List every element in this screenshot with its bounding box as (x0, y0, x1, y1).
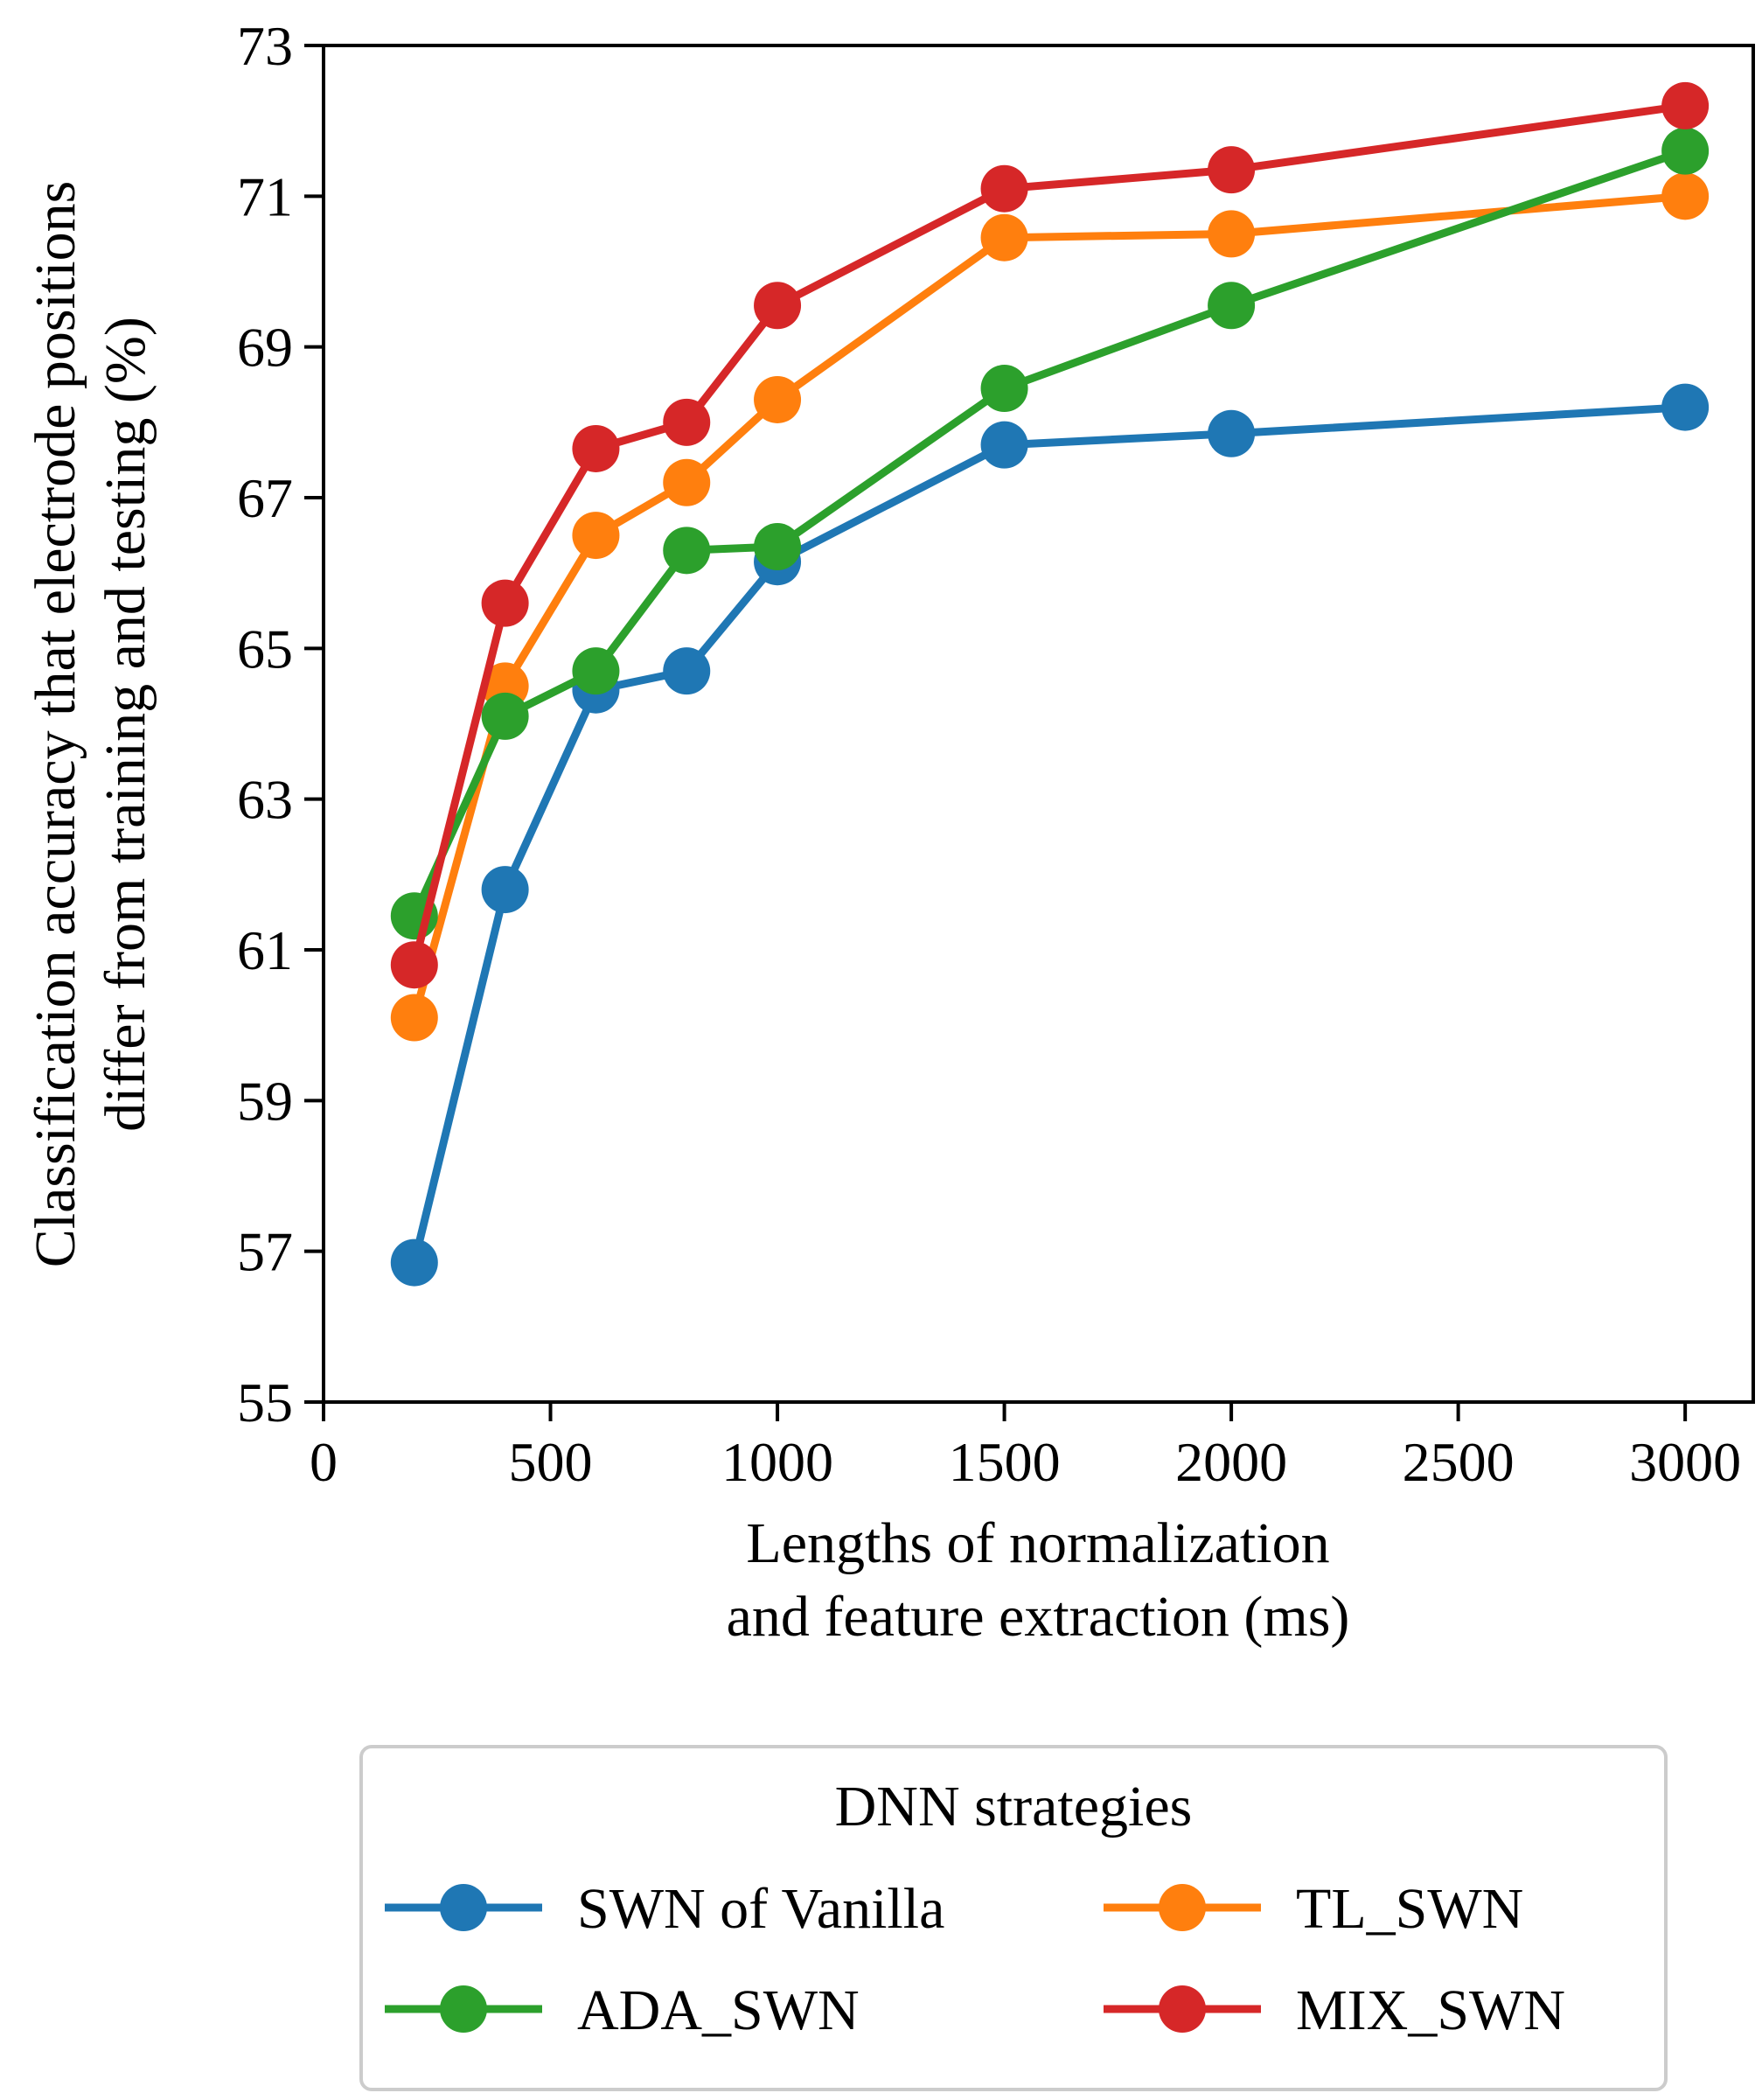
data-point-ada-swn (481, 692, 529, 740)
legend-entries: SWN of Vanilla TL_SWN ADA_SWN MIX_SWN (385, 1877, 1565, 2042)
data-point-mix-swn (481, 579, 529, 627)
legend-title: DNN strategies (835, 1775, 1193, 1838)
legend-swatch-marker (440, 1985, 487, 2033)
legend: DNN strategies SWN of Vanilla TL_SWN ADA_S… (359, 1745, 1668, 2091)
x-tick-label: 3000 (1629, 1431, 1741, 1493)
data-point-tl-swn (1208, 210, 1256, 258)
data-point-ada-swn (1208, 282, 1256, 330)
data-point-swn-of-vanilla (980, 421, 1028, 469)
y-tick-label: 67 (237, 467, 293, 529)
data-point-swn-of-vanilla (1208, 409, 1256, 457)
data-point-mix-swn (390, 941, 438, 989)
y-tick-label: 65 (237, 617, 293, 680)
data-point-tl-swn (572, 512, 620, 560)
legend-swatch-marker (1159, 1884, 1206, 1931)
series-line-mix-swn (410, 101, 1686, 966)
data-point-ada-swn (980, 365, 1028, 413)
x-axis-ticks: 0 500 1000 1500 2000 2500 3000 (310, 1402, 1741, 1493)
y-tick-label: 55 (237, 1371, 293, 1434)
legend-label: MIX_SWN (1296, 1978, 1565, 2042)
data-point-swn-of-vanilla (481, 866, 529, 914)
data-point-tl-swn (1661, 172, 1710, 220)
series-lines (390, 81, 1710, 1287)
x-tick-label: 1000 (721, 1431, 833, 1493)
x-tick-label: 2500 (1403, 1431, 1515, 1493)
data-point-tl-swn (980, 213, 1028, 262)
y-tick-label: 61 (237, 919, 293, 981)
y-tick-label: 69 (237, 317, 293, 379)
x-axis-label-line-2: and feature extraction (ms) (727, 1585, 1350, 1649)
legend-swatch-marker (440, 1884, 487, 1931)
data-point-ada-swn (572, 647, 620, 695)
y-axis-label-line-2: differ from training and testing (%) (94, 317, 157, 1132)
data-point-ada-swn (1661, 127, 1710, 175)
x-tick-label: 2000 (1175, 1431, 1287, 1493)
series-ada-swn (390, 127, 1710, 940)
data-point-mix-swn (754, 282, 802, 330)
legend-entry: TL_SWN (1104, 1877, 1523, 1941)
data-point-swn-of-vanilla (390, 1238, 438, 1287)
y-axis-label-line-1: Classification accuracy that electrode p… (24, 181, 87, 1268)
y-tick-label: 63 (237, 769, 293, 831)
legend-label: ADA_SWN (577, 1978, 860, 2042)
y-tick-label: 71 (237, 165, 293, 227)
data-point-mix-swn (980, 164, 1028, 213)
data-point-ada-swn (754, 523, 802, 571)
data-point-swn-of-vanilla (1661, 383, 1710, 431)
data-point-mix-swn (572, 424, 620, 472)
legend-label: TL_SWN (1296, 1877, 1523, 1941)
x-tick-label: 1500 (949, 1431, 1061, 1493)
series-tl-swn (390, 172, 1710, 1042)
series-mix-swn (390, 81, 1710, 989)
legend-swatch-marker (1159, 1985, 1206, 2033)
legend-label: SWN of Vanilla (577, 1877, 944, 1941)
data-point-ada-swn (663, 527, 711, 575)
x-tick-label: 0 (310, 1431, 338, 1493)
y-tick-label: 73 (237, 15, 293, 77)
y-axis-ticks: 55 57 59 61 63 65 67 69 71 73 (237, 15, 324, 1434)
axes (322, 44, 1755, 1404)
legend-entry: ADA_SWN (385, 1978, 860, 2042)
plot-frame (322, 44, 1755, 1404)
legend-entry: SWN of Vanilla (385, 1877, 944, 1941)
legend-entry: MIX_SWN (1104, 1978, 1565, 2042)
series-line-tl-swn (410, 192, 1686, 1019)
legend-frame (359, 1745, 1668, 2091)
data-point-tl-swn (754, 375, 802, 423)
data-point-mix-swn (1661, 81, 1710, 129)
data-point-tl-swn (390, 994, 438, 1042)
data-point-mix-swn (1208, 146, 1256, 194)
series-line-swn-of-vanilla (410, 403, 1686, 1264)
x-tick-label: 500 (509, 1431, 593, 1493)
y-tick-label: 57 (237, 1221, 293, 1283)
data-point-tl-swn (663, 458, 711, 506)
x-axis-label-line-1: Lengths of normalization (746, 1511, 1329, 1575)
y-tick-label: 59 (237, 1070, 293, 1132)
data-point-swn-of-vanilla (663, 647, 711, 695)
data-point-mix-swn (663, 398, 711, 446)
